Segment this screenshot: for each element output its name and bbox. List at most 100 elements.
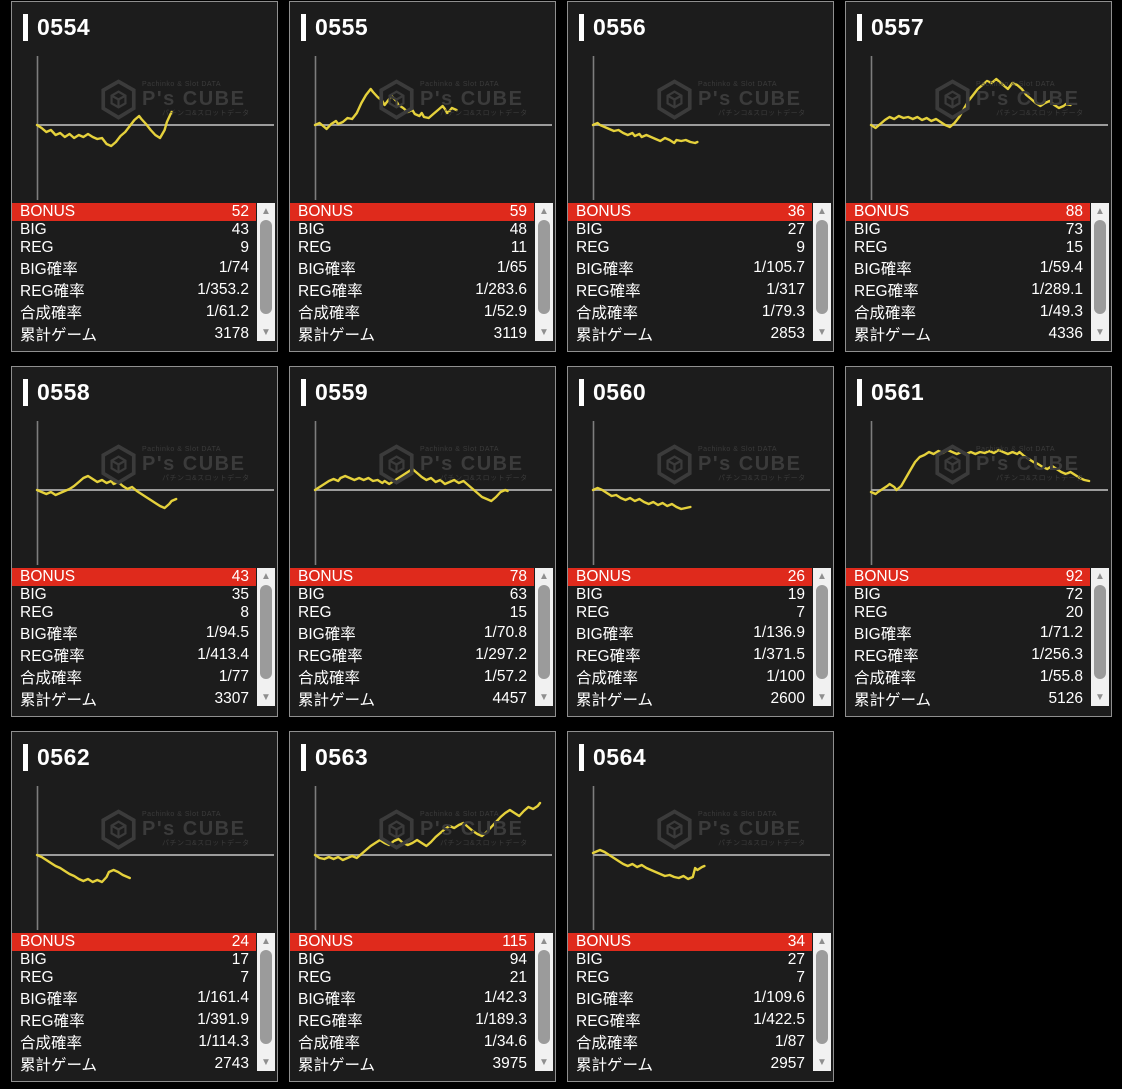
scroll-up-icon[interactable]: ▲	[539, 936, 549, 947]
table-scrollbar[interactable]: ▲ ▼	[1091, 568, 1109, 706]
stats-rows: BONUS 59 BIG 48 REG 11 BIG確率 1/65 REG確率	[290, 203, 534, 344]
table-scrollbar[interactable]: ▲ ▼	[535, 933, 553, 1071]
machine-panel[interactable]: 0557 Pachinko & Slot DATA P's CUBE	[845, 1, 1112, 352]
scrollbar-thumb[interactable]	[816, 950, 828, 1044]
table-scrollbar[interactable]: ▲ ▼	[257, 933, 275, 1071]
machine-panel[interactable]: 0560 Pachinko & Slot DATA P's CUBE	[567, 366, 834, 717]
machine-number: 0561	[871, 378, 925, 405]
slump-graph: Pachinko & Slot DATA P's CUBE パチンコ&スロットデ…	[290, 417, 555, 567]
scrollbar-thumb[interactable]	[538, 220, 550, 314]
row-value: 1/256.3	[1031, 646, 1083, 663]
row-label: BIG確率	[298, 991, 356, 1008]
row-value: 2957	[770, 1055, 805, 1072]
machine-panel[interactable]: 0556 Pachinko & Slot DATA P's CUBE	[567, 1, 834, 352]
scroll-down-icon[interactable]: ▼	[817, 1057, 827, 1068]
slump-graph-canvas	[869, 56, 1108, 200]
table-scrollbar[interactable]: ▲ ▼	[257, 568, 275, 706]
row-label: BONUS	[298, 203, 354, 220]
table-scrollbar[interactable]: ▲ ▼	[813, 203, 831, 341]
scroll-down-icon[interactable]: ▼	[1095, 692, 1105, 703]
scrollbar-thumb[interactable]	[538, 585, 550, 679]
table-scrollbar[interactable]: ▲ ▼	[813, 568, 831, 706]
row-label: REG	[576, 239, 610, 256]
machine-panel[interactable]: 0558 Pachinko & Slot DATA P's CUBE	[11, 366, 278, 717]
scroll-down-icon[interactable]: ▼	[817, 692, 827, 703]
scroll-up-icon[interactable]: ▲	[817, 571, 827, 582]
table-row-bonus: BONUS 115	[290, 933, 534, 951]
panel-header: 0562	[12, 732, 277, 782]
scroll-up-icon[interactable]: ▲	[261, 936, 271, 947]
scrollbar-thumb[interactable]	[816, 585, 828, 679]
scroll-up-icon[interactable]: ▲	[539, 206, 549, 217]
scroll-down-icon[interactable]: ▼	[817, 327, 827, 338]
panel-header: 0556	[568, 2, 833, 52]
row-label: 合成確率	[298, 305, 361, 322]
scrollbar-thumb[interactable]	[538, 950, 550, 1044]
scrollbar-thumb[interactable]	[260, 950, 272, 1044]
machine-panel[interactable]: 0564 Pachinko & Slot DATA P's CUBE	[567, 731, 834, 1082]
table-row-big: BIG 17	[12, 951, 256, 969]
scroll-up-icon[interactable]: ▲	[1095, 571, 1105, 582]
machine-panel[interactable]: 0562 Pachinko & Slot DATA P's CUBE	[11, 731, 278, 1082]
stats-rows: BONUS 24 BIG 17 REG 7 BIG確率 1/161.4 REG確…	[12, 933, 256, 1074]
title-marker-bar	[301, 743, 306, 771]
machine-panel[interactable]: 0563 Pachinko & Slot DATA P's CUBE	[289, 731, 556, 1082]
table-scrollbar[interactable]: ▲ ▼	[535, 568, 553, 706]
scroll-down-icon[interactable]: ▼	[1095, 327, 1105, 338]
slump-graph: Pachinko & Slot DATA P's CUBE パチンコ&スロットデ…	[846, 417, 1111, 567]
scrollbar-thumb[interactable]	[816, 220, 828, 314]
row-label: REG	[20, 239, 54, 256]
row-label: 累計ゲーム	[298, 327, 376, 344]
scroll-up-icon[interactable]: ▲	[817, 206, 827, 217]
scroll-up-icon[interactable]: ▲	[1095, 206, 1105, 217]
row-label: REG確率	[854, 283, 919, 300]
table-row-reg: REG 15	[290, 604, 534, 622]
table-row-total-games: 累計ゲーム 2853	[568, 323, 812, 345]
table-scrollbar[interactable]: ▲ ▼	[813, 933, 831, 1071]
scrollbar-thumb[interactable]	[1094, 585, 1106, 679]
row-label: BIG確率	[20, 261, 78, 278]
slump-graph-canvas	[591, 421, 830, 565]
machine-panel[interactable]: 0559 Pachinko & Slot DATA P's CUBE	[289, 366, 556, 717]
table-row-combined-rate: 合成確率 1/57.2	[290, 666, 534, 688]
table-scrollbar[interactable]: ▲ ▼	[257, 203, 275, 341]
table-row-total-games: 累計ゲーム 2600	[568, 688, 812, 710]
machine-panel[interactable]: 0561 Pachinko & Slot DATA P's CUBE	[845, 366, 1112, 717]
scroll-down-icon[interactable]: ▼	[539, 692, 549, 703]
scrollbar-thumb[interactable]	[1094, 220, 1106, 314]
stats-table: BONUS 24 BIG 17 REG 7 BIG確率 1/161.4 REG確…	[12, 933, 277, 1074]
table-row-combined-rate: 合成確率 1/87	[568, 1031, 812, 1053]
scroll-down-icon[interactable]: ▼	[261, 1057, 271, 1068]
row-value: 1/65	[496, 259, 527, 276]
table-row-combined-rate: 合成確率 1/52.9	[290, 301, 534, 323]
table-row-bonus: BONUS 43	[12, 568, 256, 586]
scroll-up-icon[interactable]: ▲	[261, 571, 271, 582]
table-row-big-rate: BIG確率 1/59.4	[846, 257, 1090, 279]
machine-panel[interactable]: 0555 Pachinko & Slot DATA P's CUBE	[289, 1, 556, 352]
row-value: 1/422.5	[753, 1011, 805, 1028]
row-label: 合成確率	[576, 1035, 639, 1052]
row-value: 1/413.4	[197, 646, 249, 663]
row-value: 1/59.4	[1039, 259, 1083, 276]
row-label: 合成確率	[298, 670, 361, 687]
table-scrollbar[interactable]: ▲ ▼	[1091, 203, 1109, 341]
scroll-down-icon[interactable]: ▼	[261, 327, 271, 338]
scroll-up-icon[interactable]: ▲	[261, 206, 271, 217]
scroll-down-icon[interactable]: ▼	[539, 1057, 549, 1068]
scroll-up-icon[interactable]: ▲	[817, 936, 827, 947]
machine-panel[interactable]: 0554 Pachinko & Slot DATA P's CUBE	[11, 1, 278, 352]
scroll-up-icon[interactable]: ▲	[539, 571, 549, 582]
row-value: 11	[510, 239, 527, 256]
table-scrollbar[interactable]: ▲ ▼	[535, 203, 553, 341]
scroll-down-icon[interactable]: ▼	[539, 327, 549, 338]
scroll-down-icon[interactable]: ▼	[261, 692, 271, 703]
table-row-bonus: BONUS 26	[568, 568, 812, 586]
scrollbar-thumb[interactable]	[260, 585, 272, 679]
row-label: BIG	[576, 951, 603, 968]
row-value: 63	[509, 586, 527, 603]
row-value: 2853	[770, 325, 805, 342]
row-label: BIG確率	[20, 626, 78, 643]
table-row-reg-rate: REG確率 1/297.2	[290, 644, 534, 666]
row-value: 94	[509, 951, 527, 968]
scrollbar-thumb[interactable]	[260, 220, 272, 314]
